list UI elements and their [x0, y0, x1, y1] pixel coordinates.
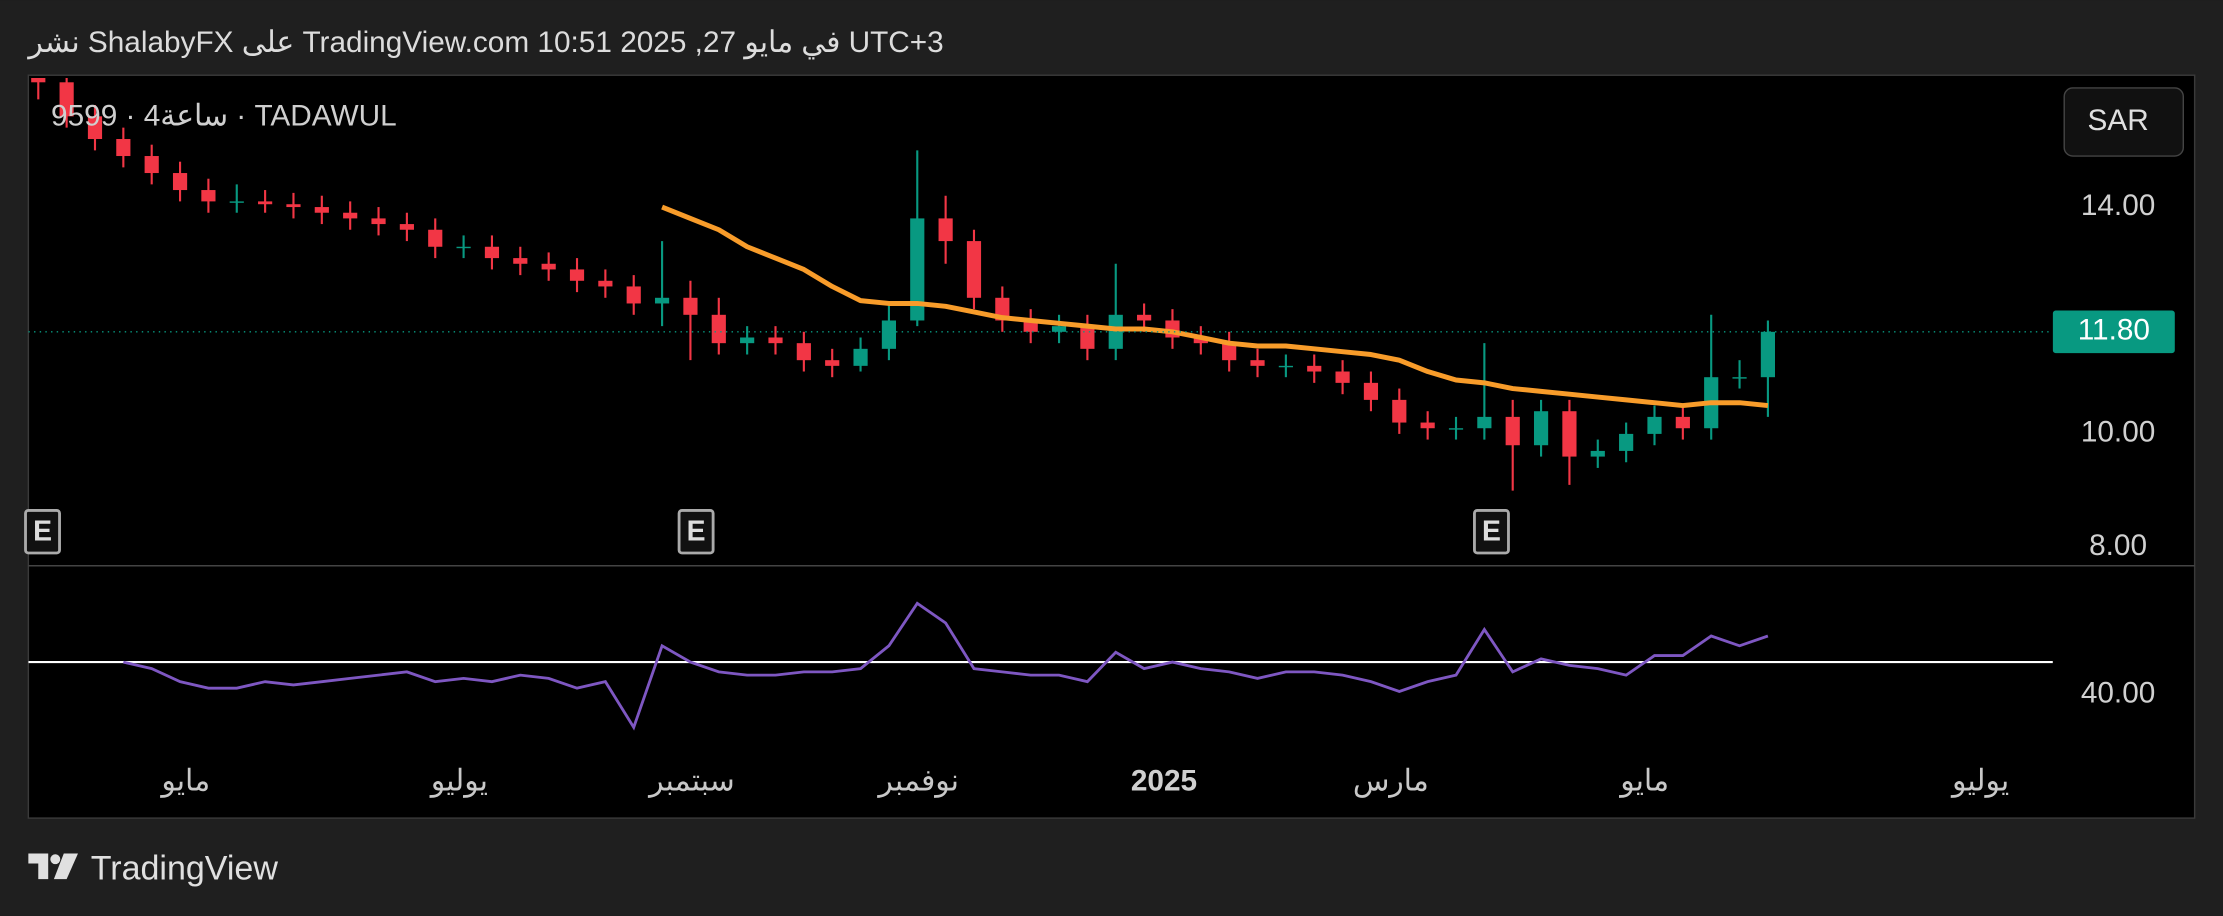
candle-body	[428, 229, 443, 247]
x-tick-label: نوفمبر	[876, 765, 959, 799]
candle-body	[1562, 411, 1577, 457]
candle-body	[598, 280, 613, 287]
y-tick-label: 40.00	[2081, 677, 2156, 710]
candle-body	[314, 207, 329, 213]
earnings-label: E	[1482, 516, 1501, 548]
candle-body	[1647, 416, 1662, 434]
moving-average	[661, 204, 1769, 409]
rsi-line	[123, 601, 1769, 731]
candle-body	[59, 82, 74, 117]
candle-body	[258, 201, 273, 205]
candle-body	[31, 78, 46, 83]
earnings-marker	[1473, 509, 1510, 555]
candle-body	[825, 360, 840, 366]
candle-body	[768, 337, 783, 344]
earnings-label: E	[33, 516, 52, 548]
x-tick-label: يوليو	[1950, 765, 2009, 799]
candle-body	[1420, 422, 1435, 429]
candle-body	[286, 204, 301, 208]
x-tick-label: يوليو	[429, 765, 488, 799]
candle-body	[938, 218, 953, 242]
x-tick-label: سبتمبر	[647, 765, 735, 799]
y-tick-label: 10.00	[2081, 416, 2156, 449]
candle-body	[1250, 360, 1265, 366]
candle-body	[1505, 416, 1520, 446]
candle-body	[626, 286, 641, 304]
candle-body	[1193, 337, 1208, 344]
candle-body	[343, 212, 358, 219]
x-tick-label: مارس	[1353, 765, 1429, 799]
candle-body	[654, 297, 670, 304]
candle-body	[1363, 382, 1379, 400]
candle-body	[1108, 314, 1123, 349]
candle-body	[513, 258, 528, 264]
candle-body	[1533, 411, 1549, 446]
last-price-box	[2052, 310, 2175, 354]
candle-body	[541, 263, 556, 270]
candle-body	[966, 241, 982, 298]
earnings-marker	[24, 509, 61, 555]
price-pane	[28, 78, 2053, 491]
x-tick-label: مايو	[159, 765, 210, 799]
candle-body	[881, 320, 897, 349]
candle-body	[371, 218, 386, 225]
last-price-label: 11.80	[2078, 314, 2150, 347]
chart-area	[27, 74, 2196, 819]
y-tick-label: 14.00	[2081, 189, 2156, 222]
candle-body	[1307, 365, 1322, 372]
candle-body	[1222, 343, 1237, 361]
candle-body	[1448, 428, 1464, 430]
candle-body	[456, 246, 471, 249]
candle-body	[87, 116, 103, 140]
candle-body	[1392, 399, 1407, 423]
currency-box[interactable]	[2063, 87, 2185, 157]
earnings-label: E	[687, 516, 706, 548]
symbol-legend: 9599 · 4ساعة · TADAWUL	[51, 100, 397, 133]
candle-body	[116, 139, 131, 157]
candle-body	[910, 218, 925, 321]
candle-body	[172, 173, 188, 191]
candle-body	[1590, 450, 1605, 457]
earnings-marker	[677, 509, 715, 555]
x-tick-label: 2025	[1131, 765, 1197, 798]
currency[interactable]: SAR	[2087, 104, 2148, 137]
candle-body	[1335, 371, 1350, 383]
overlay: مايو يوليو سبتمبر نوفمبر 2025 مارس مايو يوليو 8.…	[24, 189, 2175, 799]
candle-body	[1732, 377, 1747, 379]
candle-body	[853, 348, 868, 366]
logo	[28, 853, 78, 880]
footer-brand: TradingView	[91, 850, 279, 888]
candle-body	[1080, 326, 1095, 349]
candle-body	[1278, 365, 1293, 368]
candle-body	[1477, 416, 1492, 429]
candle-body	[711, 314, 726, 344]
rsi-pane	[28, 601, 2053, 731]
candle-body	[1051, 326, 1067, 332]
header: نشر ShalabyFX على TradingView.com في ماي…	[26, 26, 943, 60]
candle-body	[399, 224, 414, 230]
candle-body	[1675, 416, 1690, 429]
candle-body	[1760, 331, 1775, 378]
candle-body	[1023, 320, 1038, 332]
x-tick-label: مايو	[1618, 765, 1669, 799]
y-tick-label: 8.00	[2089, 529, 2147, 562]
candle-body	[796, 343, 811, 361]
candle-body	[144, 156, 159, 174]
candle-body	[1137, 314, 1152, 321]
candle-body	[569, 269, 585, 281]
candle-body	[229, 201, 244, 203]
candle-body	[484, 246, 500, 259]
candle-body	[740, 337, 755, 344]
candle-body	[1619, 433, 1634, 451]
candle-body	[201, 190, 216, 202]
candle-body	[683, 297, 698, 315]
